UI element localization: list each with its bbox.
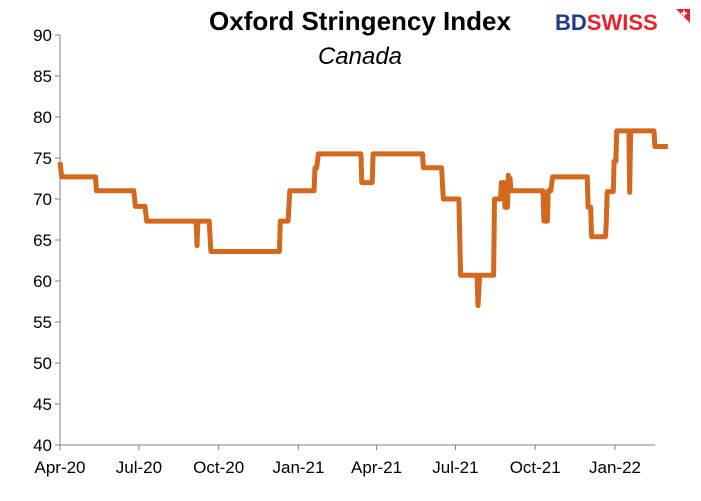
x-tick-label: Oct-21 [510, 458, 561, 477]
logo-bd: BD [555, 10, 587, 35]
swiss-cross-icon [676, 9, 690, 23]
x-tick-label: Oct-20 [193, 458, 244, 477]
y-tick-label: 40 [33, 436, 52, 455]
series-line [57, 128, 668, 309]
y-tick-label: 70 [33, 190, 52, 209]
axes [59, 35, 655, 446]
y-tick-label: 55 [33, 313, 52, 332]
chart-title: Oxford Stringency Index [209, 6, 511, 36]
ticks: 40 45 50 55 60 65 70 75 80 85 90 Apr-20 Jul-20 Oct-20… [33, 26, 641, 477]
logo-swiss: SWISS [587, 10, 658, 35]
y-tick-label: 65 [33, 231, 52, 250]
x-tick-label: Jul-21 [432, 458, 478, 477]
x-tick-label: Apr-21 [351, 458, 402, 477]
x-tick-label: Jan-22 [589, 458, 641, 477]
y-tick-label: 60 [33, 272, 52, 291]
x-tick-label: Apr-20 [34, 458, 85, 477]
logo-text: BDSWISS [555, 10, 658, 35]
y-tick-label: 50 [33, 354, 52, 373]
y-tick-label: 75 [33, 149, 52, 168]
y-tick-label: 45 [33, 395, 52, 414]
x-tick-label: Jul-20 [116, 458, 162, 477]
chart-subtitle: Canada [318, 43, 402, 70]
x-tick-label: Jan-21 [272, 458, 324, 477]
y-tick-label: 85 [33, 67, 52, 86]
y-tick-label: 80 [33, 108, 52, 127]
y-tick-label: 90 [33, 26, 52, 45]
brand-logo: BDSWISS [555, 9, 690, 35]
